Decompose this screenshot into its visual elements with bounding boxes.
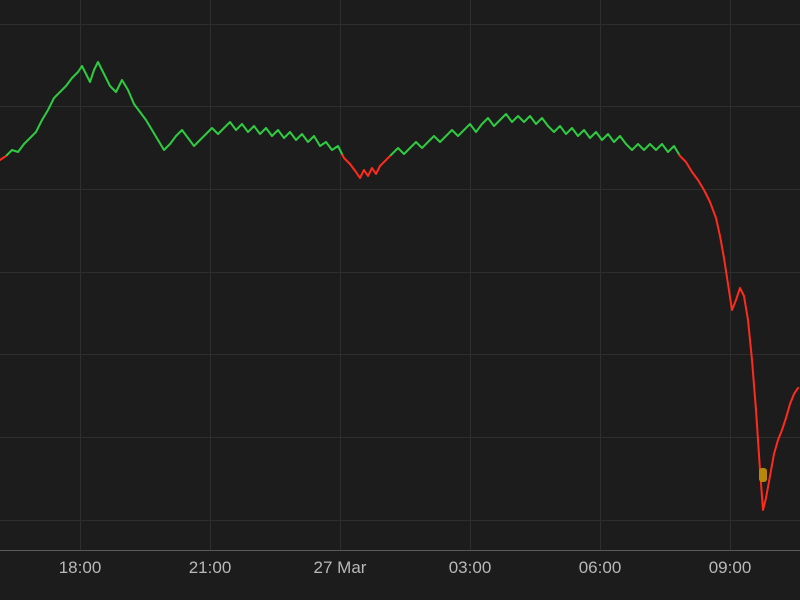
price-segment-down xyxy=(679,155,798,510)
x-tick-label: 06:00 xyxy=(579,558,622,578)
x-tick-label: 03:00 xyxy=(449,558,492,578)
x-axis-labels: 18:00 21:00 27 Mar 03:00 06:00 09:00 xyxy=(0,558,800,598)
price-chart[interactable]: 18:00 21:00 27 Mar 03:00 06:00 09:00 xyxy=(0,0,800,600)
plot-area[interactable] xyxy=(0,0,800,550)
price-segment-down xyxy=(0,155,7,160)
x-tick-label: 18:00 xyxy=(59,558,102,578)
price-segment-up xyxy=(7,62,343,155)
price-segment-up xyxy=(391,114,679,155)
x-tick-label: 21:00 xyxy=(189,558,232,578)
price-line xyxy=(0,0,800,550)
x-axis-line xyxy=(0,550,800,551)
x-tick-label: 27 Mar xyxy=(314,558,367,578)
x-tick-label: 09:00 xyxy=(709,558,752,578)
price-segment-down xyxy=(343,155,392,178)
current-price-marker xyxy=(759,468,767,482)
